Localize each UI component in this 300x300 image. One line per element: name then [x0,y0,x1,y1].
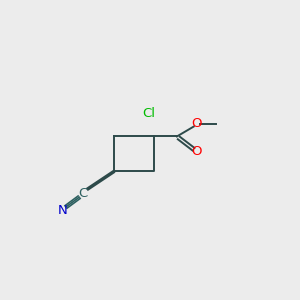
Text: N: N [58,204,68,217]
Text: O: O [191,145,202,158]
Text: Cl: Cl [142,107,156,120]
Text: O: O [191,117,202,130]
Text: C: C [79,187,88,200]
